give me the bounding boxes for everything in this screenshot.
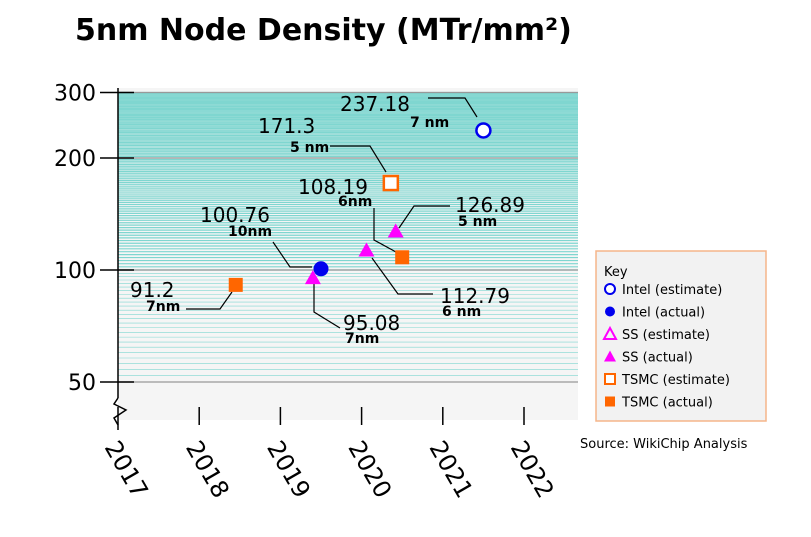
data-point-square: [395, 250, 410, 265]
legend-label: SS (actual): [622, 351, 693, 366]
leader-line: [373, 208, 397, 253]
legend-item: SS (estimate): [602, 325, 710, 343]
leader-line: [398, 205, 450, 229]
leader-line: [186, 291, 233, 310]
x-tick-label: 2018: [180, 436, 235, 503]
legend-label: SS (estimate): [622, 328, 710, 343]
legend-triangle-icon: [602, 325, 618, 340]
data-point-circle: [313, 261, 329, 277]
y-tick-label: 100: [54, 259, 96, 284]
legend: Key Intel (estimate) Intel (actual) SS (est…: [595, 250, 767, 422]
data-label: 237.18: [340, 92, 410, 116]
legend-square-icon: [604, 373, 616, 385]
node-label: 7nm: [345, 331, 379, 347]
legend-label: Intel (estimate): [622, 283, 722, 298]
legend-box: [595, 250, 767, 422]
leader-line: [330, 145, 387, 173]
legend-triangle-icon: [604, 350, 616, 362]
plot-background: [118, 88, 578, 420]
data-label: 95.08: [343, 311, 400, 335]
leader-line: [371, 257, 433, 295]
data-label: 91.2: [130, 278, 175, 302]
node-label: 6nm: [338, 194, 372, 210]
x-tick-label: 2021: [424, 436, 479, 503]
legend-item: TSMC (actual): [605, 396, 713, 411]
node-label: 5 nm: [458, 214, 497, 230]
data-label: 100.76: [200, 203, 270, 227]
node-label: 6 nm: [442, 304, 481, 320]
data-point-square: [382, 174, 400, 192]
leader-line: [313, 283, 341, 329]
leader-line: [272, 241, 312, 268]
legend-circle-icon: [605, 306, 615, 317]
data-point-triangle: [358, 242, 375, 257]
x-tick-label: 2017: [99, 436, 154, 503]
legend-circle-icon: [604, 283, 616, 295]
chart-title: 5nm Node Density (MTr/mm²): [75, 13, 572, 48]
legend-title: Key: [604, 265, 628, 280]
y-tick-label: 300: [54, 82, 96, 107]
data-point-triangle: [387, 223, 404, 238]
data-point-circle: [475, 122, 492, 139]
legend-label: TSMC (estimate): [621, 373, 730, 388]
series: 171.3 5 nm: [258, 114, 400, 192]
y-tick-label: 50: [68, 371, 96, 396]
node-label: 5 nm: [290, 140, 329, 156]
leader-line: [428, 97, 478, 118]
legend-item: TSMC (estimate): [604, 373, 730, 388]
data-point-triangle: [304, 270, 321, 285]
legend-label: Intel (actual): [622, 306, 705, 321]
data-label: 126.89: [455, 193, 525, 217]
legend-item: Intel (actual): [605, 306, 705, 321]
legend-item: SS (actual): [604, 350, 693, 366]
x-tick-label: 2022: [505, 436, 560, 503]
data-label: 112.79: [440, 284, 510, 308]
y-tick-label: 200: [54, 147, 96, 172]
node-label: 7nm: [146, 299, 180, 315]
source-note: Source: WikiChip Analysis: [580, 437, 748, 452]
x-tick-label: 2019: [261, 436, 316, 503]
axis-break: [112, 397, 128, 430]
x-tick-label: 2020: [342, 436, 397, 503]
data-point-square: [228, 277, 243, 292]
legend-square-icon: [605, 396, 615, 407]
legend-label: TSMC (actual): [621, 396, 713, 411]
data-label: 108.19: [298, 175, 368, 199]
data-label: 171.3: [258, 114, 315, 138]
legend-item: Intel (estimate): [604, 283, 722, 298]
series: 237.187 nm: [340, 92, 492, 139]
node-label: 10nm: [228, 224, 272, 240]
node-label: 7 nm: [410, 115, 449, 131]
